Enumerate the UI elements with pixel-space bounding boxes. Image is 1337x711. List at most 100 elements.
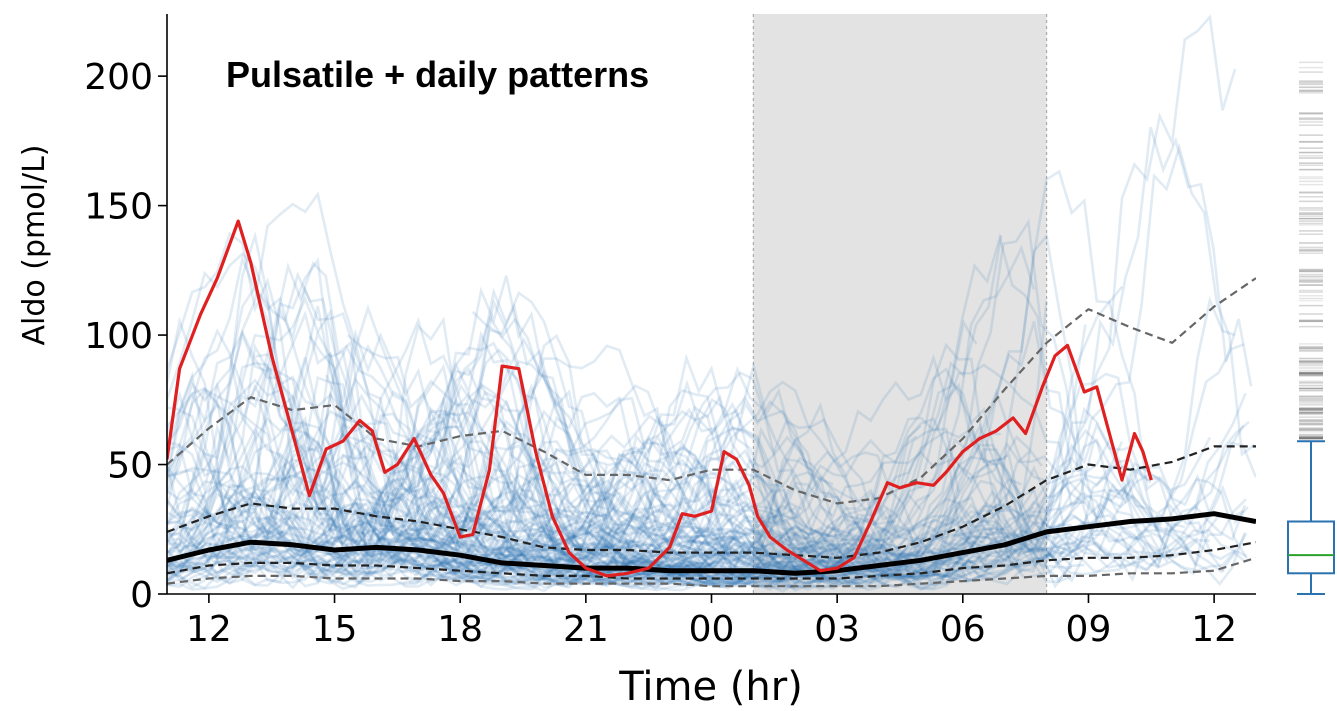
- individual-trace: [209, 545, 840, 588]
- individual-trace: [167, 436, 1212, 565]
- individual-trace: [167, 330, 885, 569]
- individual-trace: [167, 530, 834, 589]
- individual-trace: [402, 514, 1247, 592]
- individual-trace: [167, 504, 721, 585]
- individual-trace: [375, 423, 1044, 576]
- individual-trace: [167, 446, 532, 570]
- individual-trace: [444, 473, 1225, 584]
- individual-trace: [167, 521, 608, 579]
- individual-trace: [529, 485, 896, 591]
- summary-series: [167, 219, 1256, 588]
- individual-trace: [167, 513, 1161, 592]
- individual-trace: [428, 493, 1247, 581]
- individual-trace: [265, 549, 844, 586]
- individual-trace: [440, 479, 1083, 580]
- individual-trace: [167, 284, 1035, 565]
- individual-trace: [564, 490, 931, 556]
- individual-trace: [258, 271, 978, 558]
- individual-trace: [167, 378, 658, 556]
- individual-trace: [167, 506, 1035, 579]
- y-tick-label: 150: [84, 187, 153, 228]
- individual-trace: [322, 393, 739, 557]
- x-tick-label: 03: [814, 609, 860, 650]
- individual-trace: [295, 466, 1152, 573]
- individual-trace: [167, 377, 922, 570]
- individual-trace: [167, 451, 896, 579]
- y-tick-label: 50: [107, 446, 153, 487]
- individual-trace: [167, 244, 1036, 555]
- individual-trace: [167, 468, 1160, 578]
- individual-trace: [630, 528, 1247, 585]
- individual-trace: [167, 515, 608, 590]
- shaded-night-interval: [753, 14, 1047, 594]
- individual-trace: [278, 518, 744, 576]
- marginal-boxplot: [1287, 61, 1335, 595]
- individual-trace: [503, 531, 995, 583]
- individual-trace: [167, 387, 747, 534]
- y-tick-label: 0: [130, 575, 153, 616]
- individual-trace: [167, 465, 1210, 585]
- individual-trace: [167, 487, 1072, 577]
- individual-trace: [220, 548, 611, 583]
- individual-trace: [167, 486, 1011, 577]
- individual-trace: [167, 527, 507, 586]
- individual-trace: [167, 328, 834, 531]
- individual-trace: [546, 126, 1253, 540]
- individual-trace: [167, 532, 1073, 593]
- individual-trace: [531, 420, 1250, 574]
- individual-trace: [655, 477, 1249, 584]
- individual-trace: [167, 14, 1237, 557]
- individual-trace: [666, 522, 1145, 586]
- individual-trace: [167, 231, 608, 553]
- individual-trace: [320, 502, 1189, 581]
- x-axis-label: Time (hr): [618, 664, 803, 710]
- individual-trace: [167, 254, 859, 541]
- individual-trace: [274, 435, 1043, 559]
- y-axis-label: Aldo (pmol/L): [17, 145, 52, 346]
- x-tick-label: 00: [689, 609, 735, 650]
- individual-trace: [195, 530, 1013, 589]
- individual-trace: [255, 453, 835, 566]
- individual-trace: [167, 233, 1086, 575]
- individual-trace: [167, 366, 722, 566]
- individual-trace: [167, 445, 935, 580]
- individual-trace: [167, 499, 797, 591]
- individual-trace: [167, 383, 721, 568]
- individual-trace: [600, 142, 1256, 555]
- individual-trace: [387, 500, 792, 586]
- x-tick-label: 06: [940, 609, 986, 650]
- series-line-quantile-upper-inner: [167, 445, 1256, 559]
- individual-trace: [349, 441, 1256, 578]
- individual-trace: [417, 501, 847, 579]
- chart-title: Pulsatile + daily patterns: [226, 54, 649, 95]
- individual-trace: [167, 251, 973, 576]
- individual-trace: [167, 426, 1035, 581]
- individual-trace: [167, 523, 1072, 593]
- x-tick-label: 09: [1066, 609, 1112, 650]
- individual-trace: [287, 532, 1169, 588]
- individual-trace: [167, 327, 960, 585]
- individual-trace: [167, 461, 1174, 587]
- individual-trace: [563, 520, 1031, 590]
- individual-trace: [409, 550, 989, 587]
- individual-trace: [255, 352, 835, 551]
- individual-trace: [167, 477, 1022, 592]
- series-line-median: [167, 511, 1256, 576]
- individual-trace: [167, 295, 1236, 562]
- individual-trace: [378, 526, 1034, 584]
- individual-trace: [325, 314, 805, 542]
- individual-trace: [223, 467, 741, 559]
- individual-trace: [167, 534, 859, 591]
- individual-trace: [513, 424, 1245, 589]
- series-line-quantile-upper-outer: [167, 277, 1256, 505]
- shaded-interval-edges: [752, 14, 1048, 594]
- individual-trace: [167, 542, 1060, 583]
- individual-trace: [167, 230, 583, 563]
- y-tick-label: 100: [84, 316, 153, 357]
- individual-trace: [224, 509, 804, 575]
- y-ticks: 0 50 100 150 200: [84, 57, 167, 616]
- individual-trace: [167, 549, 909, 591]
- individual-trace: [167, 433, 545, 527]
- individual-trace: [167, 467, 973, 582]
